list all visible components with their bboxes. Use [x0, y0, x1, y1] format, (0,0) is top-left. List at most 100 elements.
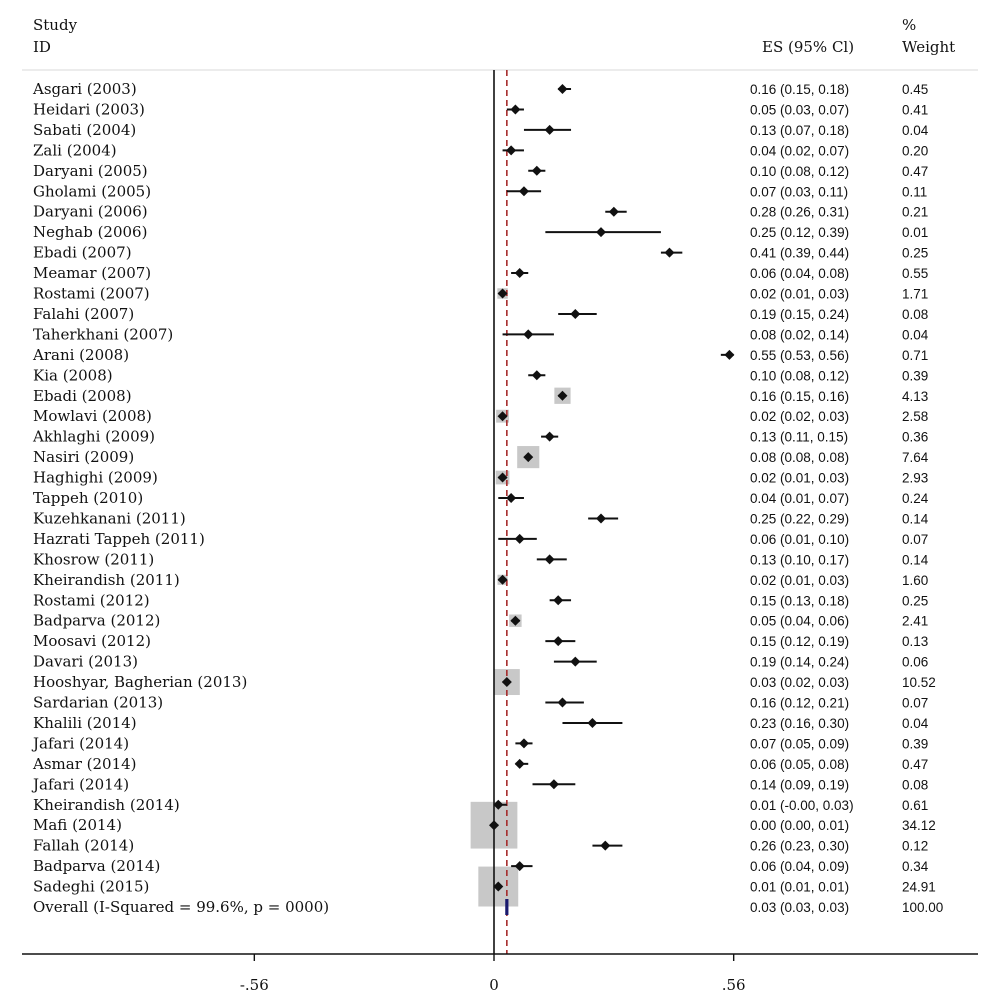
study-row: Sabati (2004) 0.13 (0.07, 0.18) 0.04: [33, 121, 929, 139]
point-estimate: [570, 308, 581, 319]
weight-value: 0.06: [902, 655, 928, 670]
study-row: Sardarian (2013) 0.16 (0.12, 0.21) 0.07: [33, 694, 928, 712]
study-label: Heidari (2003): [33, 100, 145, 118]
weight-value: 1.71: [902, 287, 928, 302]
point-estimate: [493, 881, 504, 892]
study-row: Mowlavi (2008) 0.02 (0.02, 0.03) 2.58: [33, 407, 928, 425]
es-ci-value: 0.03 (0.02, 0.03): [750, 675, 849, 690]
x-axis: -.56 0 .56: [22, 953, 978, 994]
study-row: Khalili (2014) 0.23 (0.16, 0.30) 0.04: [33, 714, 929, 732]
study-label: Arani (2008): [32, 346, 129, 364]
weight-value: 0.04: [902, 716, 929, 731]
study-label: Jafari (2014): [31, 775, 129, 793]
study-row: Arani (2008) 0.55 (0.53, 0.56) 0.71: [32, 346, 928, 364]
study-label: Moosavi (2012): [33, 632, 151, 650]
study-label: Mafi (2014): [33, 816, 122, 834]
study-label: Hazrati Tappeh (2011): [33, 530, 205, 548]
weight-value: 24.91: [902, 880, 936, 895]
study-label: Meamar (2007): [33, 264, 151, 282]
point-estimate: [514, 861, 525, 872]
weight-value: 0.11: [902, 184, 927, 199]
point-estimate: [544, 431, 555, 442]
es-ci-value: 0.23 (0.16, 0.30): [750, 716, 849, 731]
point-estimate: [724, 349, 735, 360]
es-ci-value: 0.25 (0.12, 0.39): [750, 225, 849, 240]
weight-value: 2.58: [902, 409, 928, 424]
es-ci-value: 0.05 (0.04, 0.06): [750, 614, 849, 629]
study-row: Rostami (2012) 0.15 (0.13, 0.18) 0.25: [33, 591, 928, 609]
es-ci-value: 0.19 (0.15, 0.24): [750, 307, 849, 322]
es-ci-value: 0.15 (0.13, 0.18): [750, 593, 849, 608]
point-estimate: [570, 656, 581, 667]
point-estimate: [557, 697, 568, 708]
overall-label: Overall (I-Squared = 99.6%, p = 0000): [33, 898, 329, 916]
study-row: Hazrati Tappeh (2011) 0.06 (0.01, 0.10) 0.…: [33, 530, 928, 548]
es-ci-value: 0.19 (0.14, 0.24): [750, 655, 849, 670]
es-ci-value: 0.26 (0.23, 0.30): [750, 839, 849, 854]
es-ci-value: 0.06 (0.04, 0.08): [750, 266, 849, 281]
es-ci-value: 0.02 (0.01, 0.03): [750, 573, 849, 588]
weight-value: 0.55: [902, 266, 928, 281]
study-row: Davari (2013) 0.19 (0.14, 0.24) 0.06: [33, 653, 928, 671]
weight-value: 0.47: [902, 757, 928, 772]
es-ci-value: 0.02 (0.01, 0.03): [750, 287, 849, 302]
study-label: Jafari (2014): [31, 734, 129, 752]
weight-value: 0.45: [902, 82, 928, 97]
es-ci-value: 0.16 (0.15, 0.18): [750, 82, 849, 97]
study-row: Hooshyar, Bagherian (2013) 0.03 (0.02, 0.…: [33, 673, 936, 691]
weight-value: 0.12: [902, 839, 928, 854]
es-ci-value: 0.13 (0.07, 0.18): [750, 123, 849, 138]
es-ci-value: 0.04 (0.01, 0.07): [750, 491, 849, 506]
es-ci-value: 0.16 (0.15, 0.16): [750, 389, 849, 404]
study-label: Khosrow (2011): [33, 550, 154, 568]
weight-value: 0.20: [902, 143, 928, 158]
es-ci-value: 0.02 (0.01, 0.03): [750, 471, 849, 486]
weight-value: 2.41: [902, 614, 928, 629]
point-estimate: [489, 820, 499, 831]
weight-value: 0.36: [902, 430, 928, 445]
study-row: Kia (2008) 0.10 (0.08, 0.12) 0.39: [33, 366, 928, 384]
es-ci-value: 0.02 (0.02, 0.03): [750, 409, 849, 424]
study-row: Falahi (2007) 0.19 (0.15, 0.24) 0.08: [33, 305, 928, 323]
study-label: Ebadi (2008): [33, 387, 132, 405]
study-row: Badparva (2014) 0.06 (0.04, 0.09) 0.34: [33, 857, 929, 875]
header-study: Study: [33, 16, 78, 34]
study-row: Fallah (2014) 0.26 (0.23, 0.30) 0.12: [33, 837, 928, 855]
study-row: Taherkhani (2007) 0.08 (0.02, 0.14) 0.04: [33, 325, 929, 343]
es-ci-value: 0.25 (0.22, 0.29): [750, 511, 849, 526]
es-ci-value: 0.04 (0.02, 0.07): [750, 143, 849, 158]
study-label: Mowlavi (2008): [33, 407, 152, 425]
study-label: Davari (2013): [33, 653, 138, 671]
overall-diamond: [505, 899, 509, 915]
weight-value: 4.13: [902, 389, 928, 404]
study-row: Tappeh (2010) 0.04 (0.01, 0.07) 0.24: [33, 489, 929, 507]
point-estimate: [531, 370, 542, 381]
weight-value: 0.61: [902, 798, 928, 813]
study-row: Zali (2004) 0.04 (0.02, 0.07) 0.20: [33, 141, 928, 159]
weight-value: 0.39: [902, 736, 928, 751]
es-ci-value: 0.28 (0.26, 0.31): [750, 205, 849, 220]
study-label: Asgari (2003): [32, 80, 137, 98]
weight-value: 34.12: [902, 818, 936, 833]
study-row: Daryani (2005) 0.10 (0.08, 0.12) 0.47: [33, 162, 928, 180]
weight-value: 0.25: [902, 593, 928, 608]
weight-value: 0.14: [902, 552, 929, 567]
header-es: ES (95% Cl): [762, 38, 854, 56]
point-estimate: [514, 268, 525, 279]
study-label: Daryani (2006): [33, 203, 148, 221]
point-estimate: [600, 840, 611, 851]
es-ci-value: 0.05 (0.03, 0.07): [750, 102, 849, 117]
study-label: Badparva (2012): [33, 612, 160, 630]
x-tick-label: -.56: [240, 976, 269, 994]
point-estimate: [506, 493, 517, 503]
es-ci-value: 0.10 (0.08, 0.12): [750, 164, 849, 179]
weight-value: 0.41: [902, 102, 928, 117]
study-label: Khalili (2014): [33, 714, 137, 732]
es-ci-value: 0.07 (0.03, 0.11): [750, 184, 848, 199]
weight-value: 0.07: [902, 696, 928, 711]
study-row: Mafi (2014) 0.00 (0.00, 0.01) 34.12: [33, 816, 936, 834]
es-ci-value: 0.01 (-0.00, 0.03): [750, 798, 854, 813]
weight-value: 0.47: [902, 164, 928, 179]
study-row: Asmar (2014) 0.06 (0.05, 0.08) 0.47: [32, 755, 928, 773]
